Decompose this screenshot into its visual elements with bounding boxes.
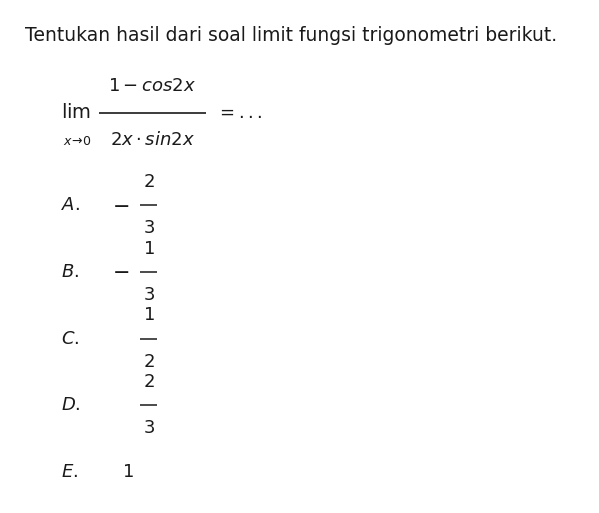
Text: $E.$: $E.$ bbox=[61, 463, 78, 481]
Text: $\lim$: $\lim$ bbox=[61, 103, 91, 123]
Text: $D.$: $D.$ bbox=[61, 396, 80, 415]
Text: $1-cos2x$: $1-cos2x$ bbox=[108, 77, 196, 95]
Text: $3$: $3$ bbox=[143, 219, 155, 238]
Text: $C.$: $C.$ bbox=[61, 329, 79, 348]
Text: $1$: $1$ bbox=[143, 306, 155, 325]
Text: $x\!\rightarrow\!0$: $x\!\rightarrow\!0$ bbox=[63, 134, 92, 148]
Text: $2x \cdot sin2x$: $2x \cdot sin2x$ bbox=[110, 130, 195, 149]
Text: $2$: $2$ bbox=[143, 373, 155, 391]
Text: $2$: $2$ bbox=[143, 173, 155, 191]
Text: $1$: $1$ bbox=[122, 463, 134, 481]
Text: Tentukan hasil dari soal limit fungsi trigonometri berikut.: Tentukan hasil dari soal limit fungsi tr… bbox=[25, 26, 558, 45]
Text: $-$: $-$ bbox=[112, 262, 129, 282]
Text: $= ...$: $= ...$ bbox=[216, 104, 262, 122]
Text: $B.$: $B.$ bbox=[61, 263, 79, 281]
Text: $2$: $2$ bbox=[143, 352, 155, 371]
Text: $3$: $3$ bbox=[143, 419, 155, 438]
Text: $-$: $-$ bbox=[112, 195, 129, 215]
Text: $1$: $1$ bbox=[143, 240, 155, 258]
Text: $A.$: $A.$ bbox=[61, 196, 80, 214]
Text: $3$: $3$ bbox=[143, 286, 155, 304]
